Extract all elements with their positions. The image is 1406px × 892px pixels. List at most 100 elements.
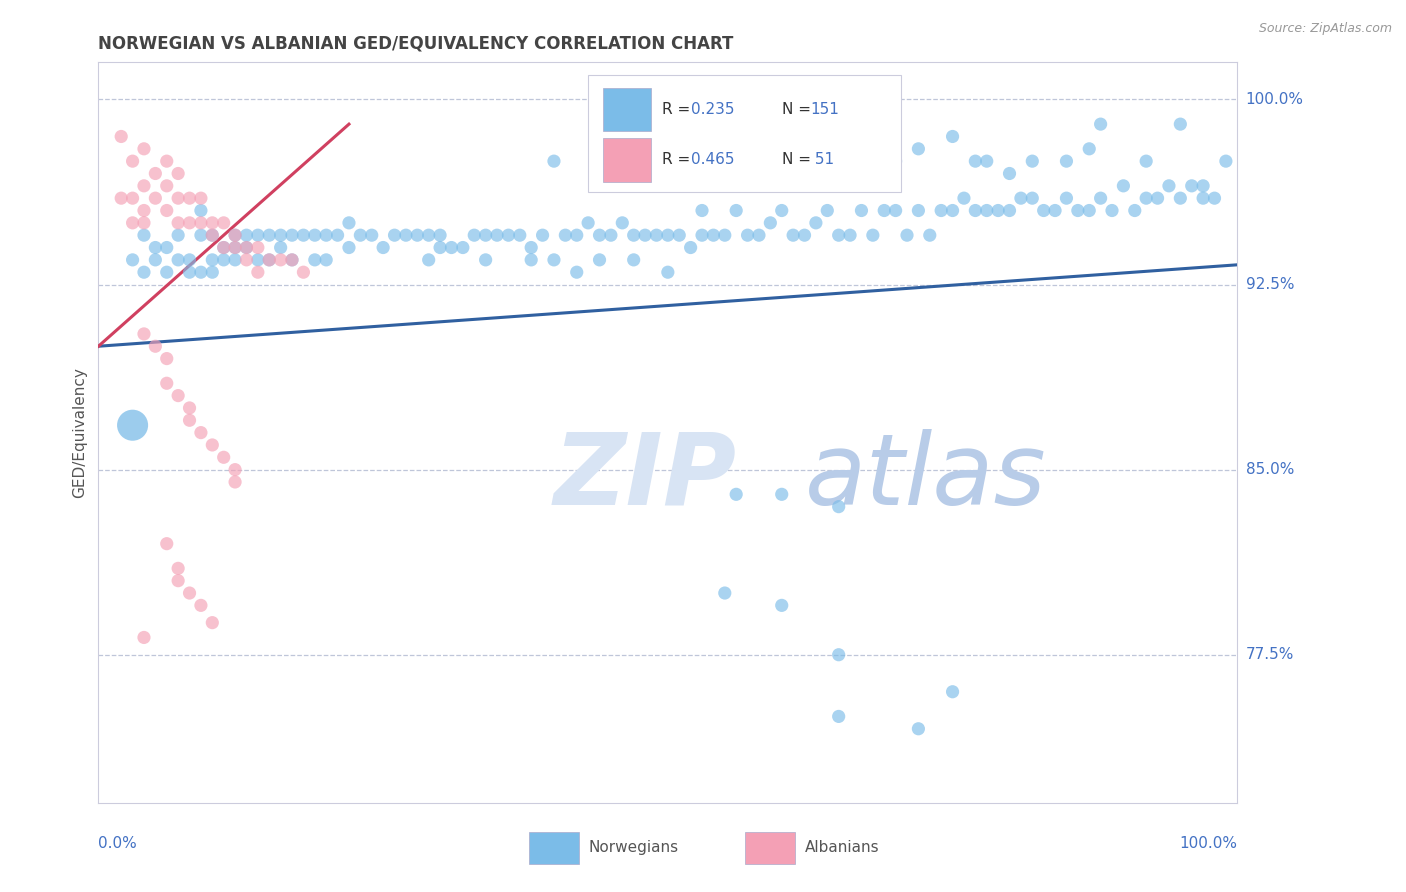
Point bbox=[201, 252, 224, 267]
Text: atlas: atlas bbox=[804, 428, 1046, 525]
Point bbox=[1043, 203, 1066, 218]
Point bbox=[565, 265, 588, 279]
Point bbox=[440, 240, 463, 254]
Point bbox=[815, 154, 838, 169]
Y-axis label: GED/Equivalency: GED/Equivalency bbox=[72, 368, 87, 498]
Point bbox=[121, 418, 143, 433]
Point bbox=[1054, 154, 1078, 169]
Text: R =: R = bbox=[662, 153, 696, 168]
Point bbox=[156, 265, 179, 279]
Point bbox=[179, 191, 201, 205]
Point bbox=[281, 228, 304, 243]
FancyBboxPatch shape bbox=[745, 832, 796, 863]
Point bbox=[190, 216, 212, 230]
Point bbox=[600, 228, 623, 243]
Text: 100.0%: 100.0% bbox=[1180, 836, 1237, 851]
Point bbox=[429, 228, 451, 243]
Point bbox=[145, 240, 167, 254]
Point bbox=[942, 129, 965, 144]
Point bbox=[1090, 191, 1112, 205]
Point bbox=[1204, 191, 1226, 205]
Point bbox=[167, 216, 190, 230]
Point bbox=[201, 265, 224, 279]
Point bbox=[873, 203, 896, 218]
Point bbox=[612, 216, 634, 230]
Point bbox=[259, 252, 281, 267]
Point bbox=[224, 240, 246, 254]
Point bbox=[315, 228, 337, 243]
Point bbox=[565, 228, 588, 243]
Point bbox=[110, 129, 132, 144]
Point bbox=[770, 203, 793, 218]
Point bbox=[793, 228, 815, 243]
Point bbox=[770, 487, 793, 501]
Point bbox=[657, 228, 679, 243]
Point bbox=[1170, 117, 1192, 131]
Point bbox=[259, 228, 281, 243]
Point bbox=[520, 240, 543, 254]
Text: 100.0%: 100.0% bbox=[1246, 92, 1303, 107]
Point bbox=[1101, 203, 1123, 218]
FancyBboxPatch shape bbox=[588, 75, 901, 192]
Point bbox=[212, 216, 235, 230]
Point bbox=[815, 203, 838, 218]
FancyBboxPatch shape bbox=[603, 87, 651, 131]
Text: N =: N = bbox=[782, 102, 815, 117]
Point bbox=[1123, 203, 1146, 218]
Point bbox=[839, 142, 862, 156]
Point bbox=[451, 240, 474, 254]
Point bbox=[167, 191, 190, 205]
Point bbox=[270, 240, 292, 254]
FancyBboxPatch shape bbox=[603, 138, 651, 182]
Point bbox=[828, 500, 851, 514]
Point bbox=[156, 376, 179, 391]
Point bbox=[212, 240, 235, 254]
Point bbox=[132, 631, 155, 645]
Point bbox=[190, 265, 212, 279]
Point bbox=[337, 240, 360, 254]
Point bbox=[1170, 191, 1192, 205]
Text: 0.235: 0.235 bbox=[690, 102, 734, 117]
Point bbox=[281, 252, 304, 267]
Point bbox=[690, 203, 713, 218]
Point bbox=[201, 438, 224, 452]
Point bbox=[132, 228, 155, 243]
Point bbox=[828, 709, 851, 723]
Point bbox=[782, 142, 804, 156]
Point bbox=[167, 561, 190, 575]
Point bbox=[929, 203, 952, 218]
Text: 151: 151 bbox=[810, 102, 839, 117]
Text: 0.0%: 0.0% bbox=[98, 836, 138, 851]
Point bbox=[212, 450, 235, 465]
Point bbox=[896, 228, 918, 243]
Point bbox=[315, 252, 337, 267]
Point bbox=[702, 178, 724, 193]
Point bbox=[246, 252, 269, 267]
Point bbox=[190, 228, 212, 243]
Point bbox=[1146, 191, 1168, 205]
Point bbox=[121, 154, 143, 169]
Point bbox=[429, 240, 451, 254]
Point bbox=[918, 228, 941, 243]
Point bbox=[224, 252, 246, 267]
Point bbox=[862, 228, 884, 243]
Point bbox=[167, 252, 190, 267]
Point bbox=[657, 154, 679, 169]
Point bbox=[156, 178, 179, 193]
Text: N =: N = bbox=[782, 153, 815, 168]
Point bbox=[554, 228, 576, 243]
Point bbox=[976, 154, 998, 169]
Point bbox=[224, 475, 246, 489]
Point bbox=[623, 252, 645, 267]
Point bbox=[224, 228, 246, 243]
Point bbox=[349, 228, 371, 243]
Point bbox=[156, 240, 179, 254]
Point bbox=[179, 586, 201, 600]
Point bbox=[714, 228, 737, 243]
Point bbox=[588, 252, 610, 267]
Point bbox=[1215, 154, 1237, 169]
Point bbox=[156, 351, 179, 366]
FancyBboxPatch shape bbox=[529, 832, 579, 863]
Text: ZIP: ZIP bbox=[554, 428, 737, 525]
Point bbox=[179, 265, 201, 279]
